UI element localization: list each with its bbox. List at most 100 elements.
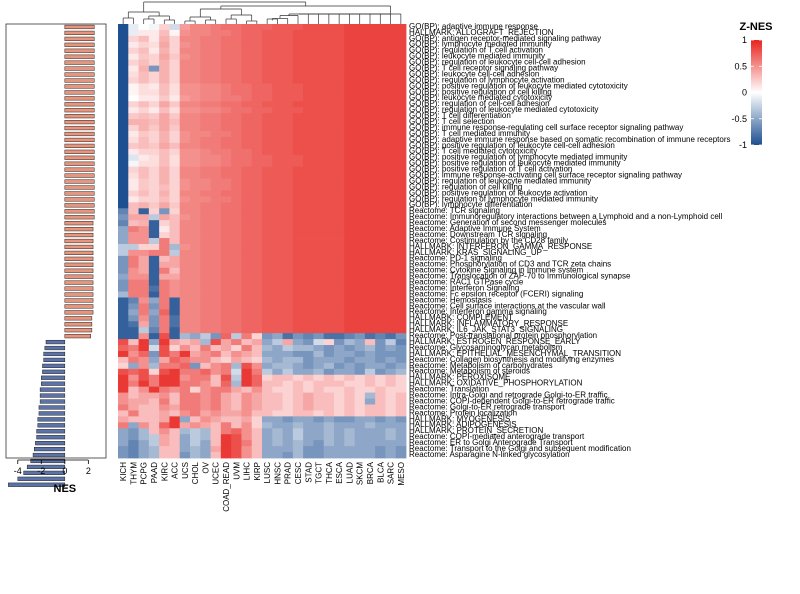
heatmap-cell xyxy=(313,41,325,49)
heatmap-cell xyxy=(354,386,366,394)
heatmap-cell xyxy=(231,95,242,102)
heatmap-cell xyxy=(344,41,355,49)
heatmap-cell xyxy=(169,267,181,275)
heatmap-cell xyxy=(241,255,253,263)
heatmap-cell xyxy=(303,136,314,144)
heatmap-cell xyxy=(364,208,376,215)
row-label: Reactome: Interferon gamma signaling xyxy=(409,307,547,316)
heatmap-cell xyxy=(169,148,181,156)
heatmap-cell xyxy=(231,261,242,269)
heatmap-cell xyxy=(313,285,325,292)
heatmap-cell xyxy=(313,35,325,43)
heatmap-cell xyxy=(313,291,325,298)
heatmap-cell xyxy=(148,24,160,31)
heatmap-cell xyxy=(272,208,283,215)
heatmap-cell xyxy=(200,71,211,78)
heatmap-cell xyxy=(334,404,345,411)
nes-bar xyxy=(38,411,66,416)
heatmap-cell xyxy=(128,398,139,405)
heatmap-cell xyxy=(364,398,376,405)
heatmap-cell xyxy=(292,29,304,37)
heatmap-cell xyxy=(241,285,253,292)
heatmap-cell xyxy=(354,350,366,358)
heatmap-cell xyxy=(231,35,242,43)
heatmap-cell xyxy=(334,190,345,197)
heatmap-cell xyxy=(179,107,191,114)
row-label: HALLMARK: IL6_JAK_STAT3_SIGNALING xyxy=(409,325,563,334)
heatmap-cell xyxy=(334,315,345,322)
heatmap-cell xyxy=(241,154,253,162)
heatmap-cell xyxy=(375,255,386,263)
heatmap-cell xyxy=(128,24,139,31)
heatmap-cell xyxy=(354,131,366,138)
heatmap-cell xyxy=(282,327,294,334)
heatmap-cell xyxy=(272,249,283,257)
heatmap-cell xyxy=(334,101,345,108)
heatmap-cell xyxy=(169,398,181,405)
heatmap-cell xyxy=(159,279,170,286)
heatmap-cell xyxy=(323,285,335,292)
heatmap-cell xyxy=(179,386,191,394)
heatmap-cell xyxy=(334,273,345,281)
heatmap-cell xyxy=(220,41,232,49)
heatmap-cell xyxy=(148,362,160,370)
heatmap-cell xyxy=(385,184,397,191)
heatmap-cell xyxy=(220,392,232,399)
heatmap-cell xyxy=(210,315,222,322)
row-label: Reactome: COPI-dependent Golgi-to-ER ret… xyxy=(409,396,615,405)
heatmap-cell xyxy=(220,196,232,203)
heatmap-cell xyxy=(272,172,283,179)
heatmap-cell xyxy=(159,345,170,352)
heatmap-cell xyxy=(323,113,335,120)
column-label: UCS xyxy=(181,462,190,479)
heatmap-cell xyxy=(375,261,386,269)
heatmap-cell xyxy=(148,214,160,221)
heatmap-cell xyxy=(292,345,304,352)
nes-bar xyxy=(64,24,95,30)
heatmap-cell xyxy=(385,190,397,197)
heatmap-cell xyxy=(148,29,160,37)
heatmap-cell xyxy=(334,321,345,328)
heatmap-cell xyxy=(313,53,325,61)
heatmap-cell xyxy=(272,47,283,55)
heatmap-cell xyxy=(169,291,181,298)
heatmap-cell xyxy=(262,95,273,102)
heatmap-cell xyxy=(262,452,273,459)
heatmap-cell xyxy=(190,89,201,96)
heatmap-cell xyxy=(159,446,170,453)
heatmap-cell xyxy=(128,125,139,132)
heatmap-cell xyxy=(395,297,407,304)
heatmap-cell xyxy=(282,392,294,399)
heatmap-cell xyxy=(313,148,325,156)
heatmap-cell xyxy=(323,434,335,441)
heatmap-cell xyxy=(220,113,232,120)
heatmap-cell xyxy=(303,267,314,275)
heatmap-cell xyxy=(118,178,129,185)
heatmap-cell xyxy=(118,380,129,388)
heatmap-cell xyxy=(251,184,263,191)
heatmap-cell xyxy=(241,53,253,61)
heatmap-cell xyxy=(118,362,129,370)
heatmap-cell xyxy=(148,208,160,215)
heatmap-cell xyxy=(334,178,345,185)
heatmap-cell xyxy=(334,249,345,257)
heatmap-cell xyxy=(395,208,407,215)
row-label: HALLMARK: OXIDATIVE_PHOSPHORYLATION xyxy=(409,379,583,388)
heatmap-cell xyxy=(138,273,150,281)
heatmap-cell xyxy=(128,285,139,292)
heatmap-cell xyxy=(241,446,253,453)
heatmap-cell xyxy=(138,434,150,441)
heatmap-cell xyxy=(272,184,283,191)
heatmap-cell xyxy=(138,47,150,55)
heatmap-cell xyxy=(262,220,273,227)
heatmap-cell xyxy=(262,291,273,298)
heatmap-cell xyxy=(128,267,139,275)
heatmap-cell xyxy=(364,333,376,340)
heatmap-cell xyxy=(220,285,232,292)
heatmap-cell xyxy=(179,416,191,423)
heatmap-cell xyxy=(334,119,345,126)
heatmap-cell xyxy=(179,220,191,227)
heatmap-cell xyxy=(210,41,222,49)
heatmap-cell xyxy=(344,154,355,162)
heatmap-cell xyxy=(118,434,129,441)
